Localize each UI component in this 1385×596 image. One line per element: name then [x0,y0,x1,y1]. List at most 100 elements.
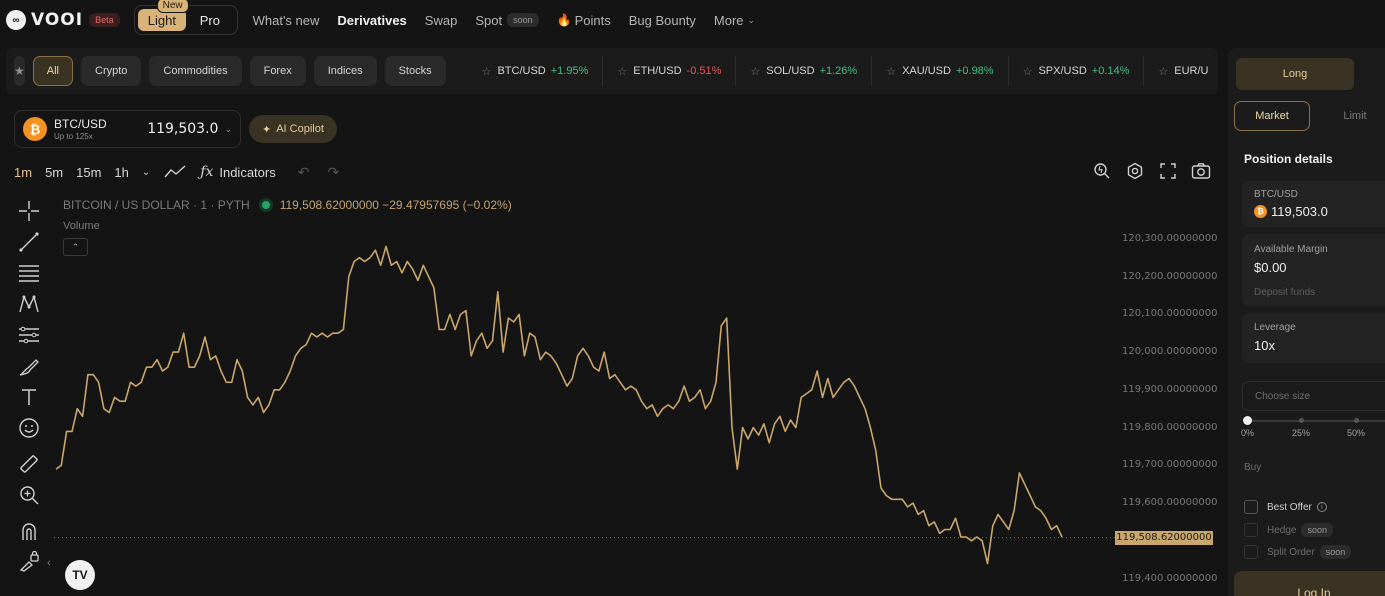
filter-stocks[interactable]: Stocks [384,56,446,86]
indicators-button[interactable]: ƒx Indicators [200,164,275,180]
sparkle-icon: ✦ [262,123,272,136]
symbol-leverage-note: Up to 125x [54,132,93,141]
filter-forex[interactable]: Forex [249,56,306,86]
split-order-label: Split Order [1267,546,1315,558]
symbol-name: BTC/USD [54,117,107,131]
filter-indices[interactable]: Indices [313,56,377,86]
trend-line-icon[interactable] [16,229,42,255]
magnet-icon[interactable] [16,518,42,544]
nav-links: What's new Derivatives Swap Spot soon 🔥 Po… [253,13,773,28]
fullscreen-icon[interactable] [1157,160,1179,182]
star-icon: ★ [14,64,25,78]
spot-soon-badge: soon [507,13,539,27]
available-margin-value: $0.00 [1254,260,1287,275]
long-tab[interactable]: Long [1236,58,1354,90]
redo-icon[interactable]: ↷ [327,163,340,180]
ai-copilot-button[interactable]: ✦ AI Copilot [249,115,337,143]
slider-label-0: 0% [1241,428,1255,438]
filter-crypto[interactable]: Crypto [81,56,142,86]
pair-card: BTC/USD ₿ 119,503.0 [1242,181,1385,227]
new-badge: New [156,0,189,13]
volume-toggle-button[interactable]: ⌃ [63,238,88,256]
ticker-xau[interactable]: ☆ XAU/USD +0.98% [872,56,1009,86]
chart-type-icon[interactable] [164,165,186,179]
ticker-spx[interactable]: ☆ SPX/USD +0.14% [1009,56,1145,86]
camera-icon[interactable] [1190,160,1212,182]
size-slider-track[interactable] [1247,420,1385,422]
star-outline-icon: ☆ [1158,65,1169,78]
timeframe-1h[interactable]: 1h [114,164,129,180]
brand-logo[interactable]: ∞ VOOI Beta [6,10,120,30]
mode-switch: New Light Pro [133,0,238,35]
timeframe-5m[interactable]: 5m [45,164,64,180]
text-tool-icon[interactable] [16,384,42,410]
symbol-selector[interactable]: ₿ BTC/USD Up to 125x 119,503.0 ⌄ [14,110,241,148]
trade-panel: Long Market Limit Position details BTC/U… [1228,48,1385,596]
market-tab[interactable]: Market [1234,101,1310,131]
filter-commodities[interactable]: Commodities [149,56,242,86]
nav-swap[interactable]: Swap [424,12,458,28]
price-axis-tick: 119,600.00000000 [1122,497,1218,509]
timeframe-15m[interactable]: 15m [76,164,102,180]
mode-pro-button[interactable]: Pro [199,12,220,28]
info-icon[interactable]: i [1316,502,1327,512]
star-outline-icon: ☆ [750,65,761,78]
nav-bug-bounty[interactable]: Bug Bounty [628,12,696,28]
quick-search-icon[interactable] [1091,160,1113,182]
tradingview-logo-icon[interactable]: TV [65,560,95,590]
ticker-eth[interactable]: ☆ ETH/USD -0.51% [603,56,737,86]
star-outline-icon: ☆ [1022,65,1033,78]
leverage-card[interactable]: Leverage 10x [1242,313,1385,363]
settings-gear-icon[interactable] [1124,160,1146,182]
timeframe-1m[interactable]: 1m [14,164,33,180]
pair-price: ₿ 119,503.0 [1254,204,1385,219]
ticker-sol[interactable]: ☆ SOL/USD +1.26% [736,56,873,86]
undo-icon[interactable]: ↶ [297,163,310,180]
collapse-toolbar-icon[interactable]: ‹ [47,557,51,569]
pair-label: BTC/USD [1254,189,1298,200]
brush-icon[interactable] [16,353,42,379]
zoom-in-icon[interactable] [16,482,42,508]
split-order-checkbox [1244,545,1258,559]
leverage-value: 10x [1254,338,1275,353]
nav-points[interactable]: 🔥 Points [557,13,611,28]
price-axis-tick: 120,200.00000000 [1122,270,1218,282]
ticker-eur[interactable]: ☆ EUR/U [1144,56,1218,86]
projection-icon[interactable] [16,322,42,348]
filter-all[interactable]: All [32,56,73,86]
nav-spot[interactable]: Spot soon [475,13,539,28]
ruler-icon[interactable] [16,451,42,477]
best-offer-checkbox[interactable] [1244,500,1258,514]
chevron-down-icon: ⌄ [747,14,756,25]
price-axis[interactable]: 120,300.00000000 120,200.00000000 120,100.… [1116,212,1218,596]
price-axis-tick: 119,800.00000000 [1122,421,1218,433]
size-slider-handle[interactable] [1243,416,1252,425]
chevron-down-icon: ⌄ [224,123,232,134]
best-offer-option[interactable]: Best Offer i [1244,500,1327,514]
star-outline-icon: ☆ [617,65,628,78]
symbol-price: 119,503.0 [147,121,219,137]
mode-light-button[interactable]: Light [137,9,187,31]
price-chart[interactable] [54,212,1116,596]
fib-retracement-icon[interactable] [16,260,42,286]
pattern-icon[interactable] [16,291,42,317]
deposit-funds-link[interactable]: Deposit funds [1254,287,1316,298]
timeframe-dropdown-icon[interactable]: ⌄ [141,166,151,178]
size-input[interactable]: Choose size [1242,381,1385,411]
slider-mark-25 [1299,418,1304,423]
price-axis-tick: 119,400.00000000 [1122,572,1218,584]
nav-whats-new[interactable]: What's new [252,12,320,28]
favorites-button[interactable]: ★ [14,56,25,86]
slider-label-50: 50% [1347,428,1366,438]
fx-icon: ƒx [200,164,214,180]
chart-series-values: 119,508.62000000 −29.47957695 (−0.02%) [279,198,512,212]
crosshair-icon[interactable] [16,198,42,224]
nav-derivatives[interactable]: Derivatives [337,12,407,28]
nav-more[interactable]: More ⌄ [714,13,755,28]
limit-tab[interactable]: Limit [1343,110,1367,122]
price-series-line [55,245,1063,565]
lock-drawing-icon[interactable] [16,549,42,575]
login-button[interactable]: Log In [1234,571,1385,596]
ticker-btc[interactable]: ☆ BTC/USD +1.95% [468,56,604,86]
emoji-icon[interactable] [16,415,42,441]
